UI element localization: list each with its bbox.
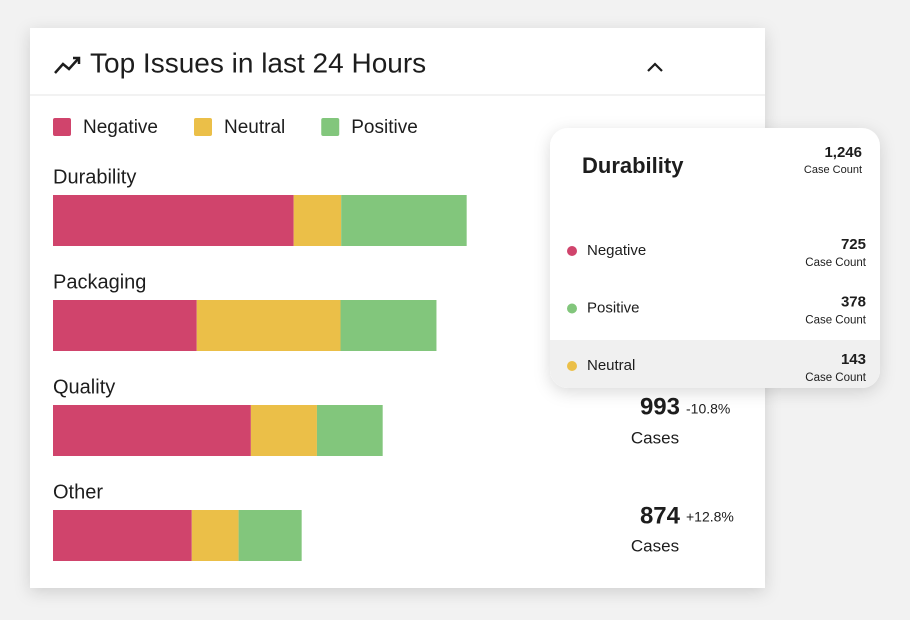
case-total: 993 bbox=[640, 393, 680, 420]
tooltip-count-label: Case Count bbox=[805, 257, 867, 269]
category-label: Durability bbox=[53, 166, 136, 188]
tooltip-count-label: Case Count bbox=[805, 315, 867, 327]
bar-segment bbox=[191, 510, 239, 561]
bar-segment bbox=[316, 405, 383, 456]
cases-label: Cases bbox=[631, 536, 679, 555]
bar-segment bbox=[53, 300, 197, 351]
category-label: Other bbox=[53, 481, 103, 503]
case-change: -10.8% bbox=[686, 401, 730, 417]
legend-swatch bbox=[321, 118, 340, 136]
tooltip-count-label: Case Count bbox=[805, 372, 867, 384]
tooltip-series-value: 378 bbox=[841, 293, 866, 310]
trend-icon-arrow bbox=[73, 56, 81, 64]
bar-segment bbox=[340, 300, 437, 351]
legend-label: Neutral bbox=[224, 117, 285, 138]
card-title: Top Issues in last 24 Hours bbox=[90, 47, 426, 78]
tooltip-title: Durability bbox=[582, 153, 684, 178]
tooltip-dot bbox=[567, 361, 577, 371]
trend-icon bbox=[54, 58, 79, 74]
cases-label: Cases bbox=[631, 428, 679, 447]
tooltip: Durability 1,246 Case Count Negative 725 C… bbox=[550, 128, 880, 388]
collapse-button[interactable] bbox=[647, 62, 663, 72]
legend-swatch bbox=[53, 118, 71, 136]
tooltip-box bbox=[550, 128, 880, 388]
legend-label: Positive bbox=[351, 117, 418, 138]
tooltip-dot bbox=[567, 246, 577, 256]
bar-segment bbox=[293, 195, 342, 246]
tooltip-series-name: Positive bbox=[587, 299, 640, 316]
tooltip-series-value: 143 bbox=[841, 351, 866, 368]
tooltip-highlight bbox=[550, 340, 880, 388]
case-change: +12.8% bbox=[686, 509, 734, 525]
legend-label: Negative bbox=[83, 117, 158, 138]
tooltip-series-name: Negative bbox=[587, 242, 646, 259]
tooltip-total: 1,246 bbox=[824, 144, 862, 161]
bar-segment bbox=[250, 405, 317, 456]
tooltip-series-name: Neutral bbox=[587, 357, 635, 374]
case-total: 874 bbox=[640, 502, 681, 529]
tooltip-dot bbox=[567, 303, 577, 314]
bar-segment bbox=[53, 195, 294, 246]
category-label: Packaging bbox=[53, 271, 146, 293]
bar-segment bbox=[238, 510, 302, 561]
bar-segment bbox=[196, 300, 341, 351]
bar-segment bbox=[341, 195, 467, 246]
tooltip-series-value: 725 bbox=[841, 236, 866, 253]
chart: Negative Neutral Positive Durability Packagi… bbox=[53, 117, 734, 561]
bar-segment bbox=[53, 405, 251, 456]
bar-segment bbox=[53, 510, 192, 561]
category-label: Quality bbox=[53, 376, 115, 398]
legend-swatch bbox=[194, 118, 212, 136]
tooltip-total-label: Case Count bbox=[804, 164, 862, 176]
